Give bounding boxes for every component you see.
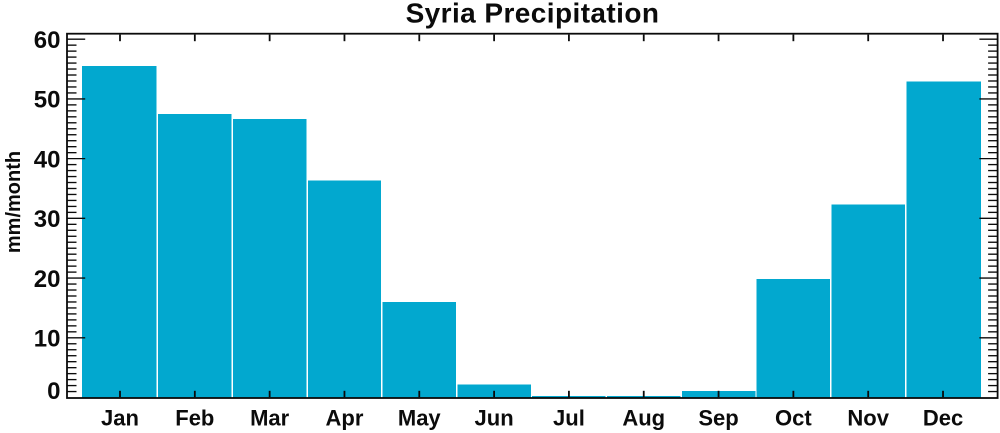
svg-text:May: May — [398, 405, 442, 430]
svg-text:Mar: Mar — [250, 405, 290, 430]
svg-text:10: 10 — [34, 326, 61, 353]
svg-text:Jun: Jun — [475, 405, 514, 430]
svg-text:Syria Precipitation: Syria Precipitation — [406, 0, 660, 29]
svg-text:Sep: Sep — [698, 405, 738, 430]
svg-text:Dec: Dec — [923, 405, 963, 430]
svg-text:30: 30 — [34, 206, 61, 233]
svg-text:40: 40 — [34, 146, 61, 173]
svg-text:Nov: Nov — [847, 405, 889, 430]
svg-text:Oct: Oct — [775, 405, 812, 430]
svg-text:Feb: Feb — [175, 405, 214, 430]
svg-text:20: 20 — [34, 266, 61, 293]
svg-text:0: 0 — [47, 378, 60, 405]
svg-text:Jan: Jan — [101, 405, 139, 430]
svg-text:mm/month: mm/month — [3, 151, 25, 253]
svg-text:60: 60 — [34, 27, 61, 54]
svg-text:50: 50 — [34, 87, 61, 114]
svg-text:Aug: Aug — [622, 405, 665, 430]
svg-text:Apr: Apr — [326, 405, 364, 430]
svg-text:Jul: Jul — [553, 405, 585, 430]
